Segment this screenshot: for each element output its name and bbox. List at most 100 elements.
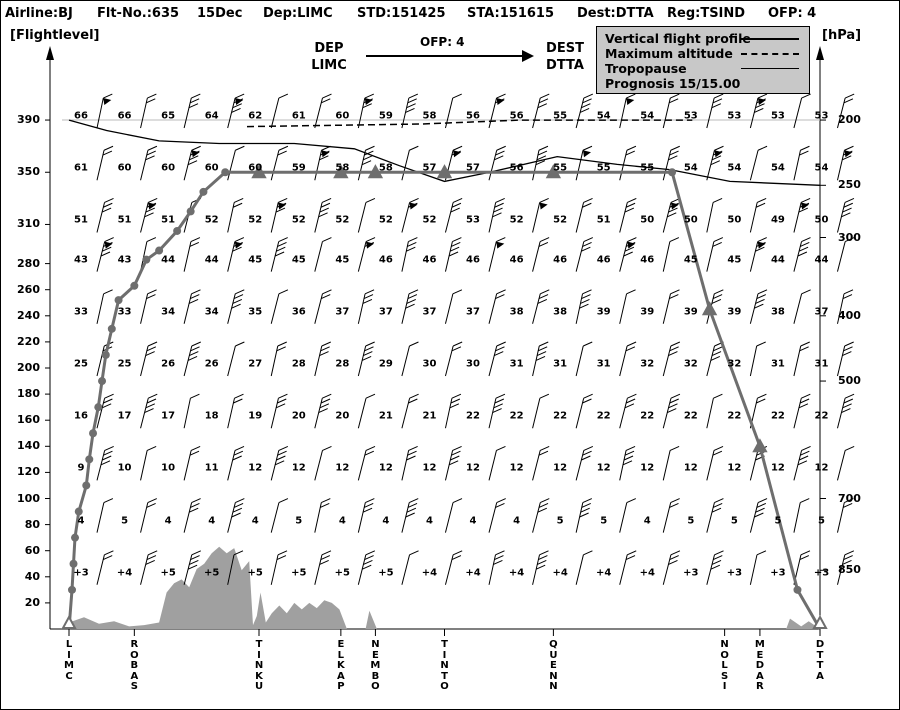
temperature-label: 12 xyxy=(553,462,568,474)
wind-barb-feather xyxy=(406,246,416,252)
wind-barb-staff xyxy=(357,293,366,324)
wind-barb-feather xyxy=(365,445,376,451)
wind-barb-feather xyxy=(496,289,506,295)
wind-barb-feather xyxy=(754,303,764,309)
y-tick-label: 40 xyxy=(24,569,40,583)
wind-barb-feather xyxy=(712,197,723,203)
wind-barb-feather xyxy=(409,393,419,399)
wind-barb-staff xyxy=(575,502,584,533)
wind-barb-pennant xyxy=(757,241,766,249)
wind-barb-feather xyxy=(535,160,546,166)
wind-barb-feather xyxy=(582,202,592,208)
wind-barb-feather xyxy=(234,445,245,451)
wind-barb-feather xyxy=(494,398,505,404)
wind-barb-feather xyxy=(540,498,550,504)
wind-barb-feather xyxy=(191,145,201,151)
wind-barb-feather xyxy=(408,398,418,404)
wind-barb-staff xyxy=(706,241,715,272)
temperature-label: 4 xyxy=(469,515,477,527)
wind-barb-feather xyxy=(450,398,461,404)
wind-barb-feather xyxy=(669,150,679,156)
wind-barb-feather xyxy=(362,507,373,513)
wind-barb-feather xyxy=(452,341,463,347)
wind-barb-feather xyxy=(321,197,332,203)
wind-barb-staff xyxy=(183,554,193,585)
temperature-label: 27 xyxy=(248,358,263,370)
wind-barb-feather xyxy=(495,550,505,556)
wind-barb-feather xyxy=(496,341,506,347)
legend-tropopause: Tropopause xyxy=(605,61,801,76)
right-axis-arrow xyxy=(816,46,824,60)
wind-barb-feather xyxy=(104,237,114,243)
wind-barb-feather xyxy=(581,294,591,300)
profile-point-marker xyxy=(71,533,80,542)
temperature-label: 45 xyxy=(335,254,350,266)
wind-barb-feather xyxy=(535,355,546,361)
wind-barb-feather xyxy=(711,155,722,161)
temperature-label: 51 xyxy=(161,214,176,226)
wind-barb-feather xyxy=(365,498,375,504)
temperature-label: 46 xyxy=(596,254,611,266)
legend-thin-line xyxy=(741,68,799,69)
wind-barb-feather xyxy=(668,559,678,565)
wind-barb-feather xyxy=(799,555,810,561)
wind-barb-feather xyxy=(320,346,330,352)
wind-barb-feather xyxy=(494,155,504,161)
wind-barb-feather xyxy=(233,450,244,456)
wind-barb-staff xyxy=(314,450,323,481)
wind-barb-staff xyxy=(96,398,106,429)
wind-barb-feather xyxy=(800,241,810,247)
wind-barb-pennant xyxy=(626,98,635,106)
temperature-label: 20 xyxy=(291,410,306,422)
wind-barb-staff xyxy=(749,150,759,181)
wind-barb-feather xyxy=(757,393,767,399)
wind-barb-feather xyxy=(670,393,681,399)
wind-barb-feather xyxy=(364,150,374,156)
wind-barb-feather xyxy=(710,564,721,570)
wind-barb-pennant xyxy=(627,241,636,249)
wind-barb-staff xyxy=(706,345,715,377)
wind-barb-feather xyxy=(104,445,114,451)
wind-barb-feather xyxy=(670,498,680,504)
wind-barb-feather xyxy=(670,550,681,556)
temperature-label: 17 xyxy=(161,410,176,422)
wind-barb-feather xyxy=(844,498,854,504)
wind-barb-feather xyxy=(364,555,374,561)
wind-barb-feather xyxy=(189,155,199,161)
temperature-label: 34 xyxy=(204,306,219,318)
wind-barb-staff xyxy=(532,554,540,585)
wind-barb-pennant xyxy=(104,241,113,249)
wind-barb-feather xyxy=(361,160,372,166)
wind-barb-feather xyxy=(451,241,461,247)
profile-point-marker xyxy=(173,226,182,235)
wind-barb-feather xyxy=(409,550,419,556)
wind-barb-feather xyxy=(318,408,328,414)
wind-barb-staff xyxy=(662,202,672,233)
wind-barb-feather xyxy=(844,93,855,99)
wind-barb-feather xyxy=(843,202,853,208)
temperature-label: 37 xyxy=(814,306,829,318)
wind-barb-feather xyxy=(496,145,506,151)
wind-barb-staff xyxy=(140,150,149,181)
wind-barb-pennant xyxy=(496,98,505,106)
temperature-label: 34 xyxy=(161,306,176,318)
wind-barb-feather xyxy=(277,398,287,404)
wind-barb-staff xyxy=(532,450,541,481)
wind-barb-staff xyxy=(183,97,192,129)
temperature-label: 46 xyxy=(466,254,480,266)
wind-barb-staff xyxy=(662,398,672,429)
temperature-label: 46 xyxy=(509,254,524,266)
y2-tick-label: 250 xyxy=(838,178,861,192)
temperature-label: 5 xyxy=(295,515,303,527)
wind-barb-feather xyxy=(800,145,810,151)
wind-barb-feather xyxy=(579,303,589,309)
wind-barb-staff xyxy=(488,293,498,324)
temperature-label: 53 xyxy=(683,110,698,122)
temperature-label: 49 xyxy=(770,214,785,226)
temperature-label: 4 xyxy=(382,515,390,527)
temperature-label: 53 xyxy=(770,110,785,122)
wind-barb-staff xyxy=(532,345,540,377)
temperature-label: 10 xyxy=(117,462,132,474)
wind-barb-feather xyxy=(579,512,589,518)
wind-barb-feather xyxy=(365,341,375,347)
